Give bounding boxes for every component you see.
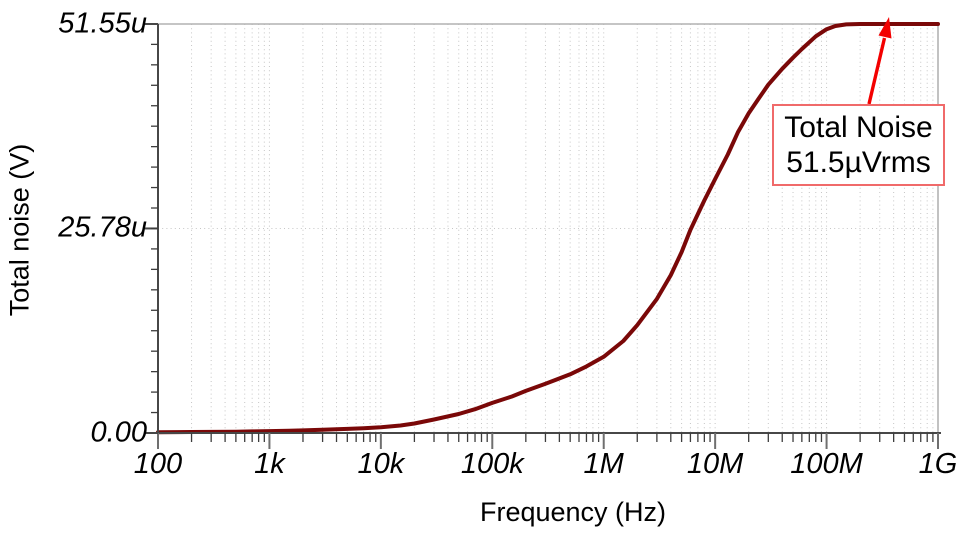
plot-border [158, 23, 939, 433]
total-noise-curve [156, 22, 940, 435]
y-tick-label: 0.00 [90, 416, 147, 449]
y-axis-title: Total noise (V) [4, 143, 35, 317]
callout-line2: 51.5µVrms [786, 146, 931, 179]
y-tick-label: 25.78u [58, 211, 147, 244]
callout-line1: Total Noise [784, 111, 933, 144]
x-tick-label: 100k [460, 448, 524, 480]
x-tick-label: 10k [357, 448, 405, 480]
x-tick-label: 100M [790, 448, 863, 480]
callout-arrow [867, 17, 892, 105]
x-tick-label: 1M [583, 448, 624, 480]
grid-lines [158, 24, 939, 433]
x-tick-label: 1k [254, 448, 285, 480]
x-tick-label: 10M [686, 448, 744, 480]
x-axis-ticks [157, 433, 939, 449]
x-tick-label: 100 [133, 448, 183, 480]
total-noise-callout: Total Noise 51.5µVrms [772, 104, 945, 186]
x-axis-title: Frequency (Hz) [479, 497, 667, 527]
axes [145, 24, 941, 436]
y-tick-label: 51.55u [58, 7, 147, 40]
y-axis-ticks [145, 23, 158, 434]
x-tick-label: 1G [918, 448, 958, 480]
